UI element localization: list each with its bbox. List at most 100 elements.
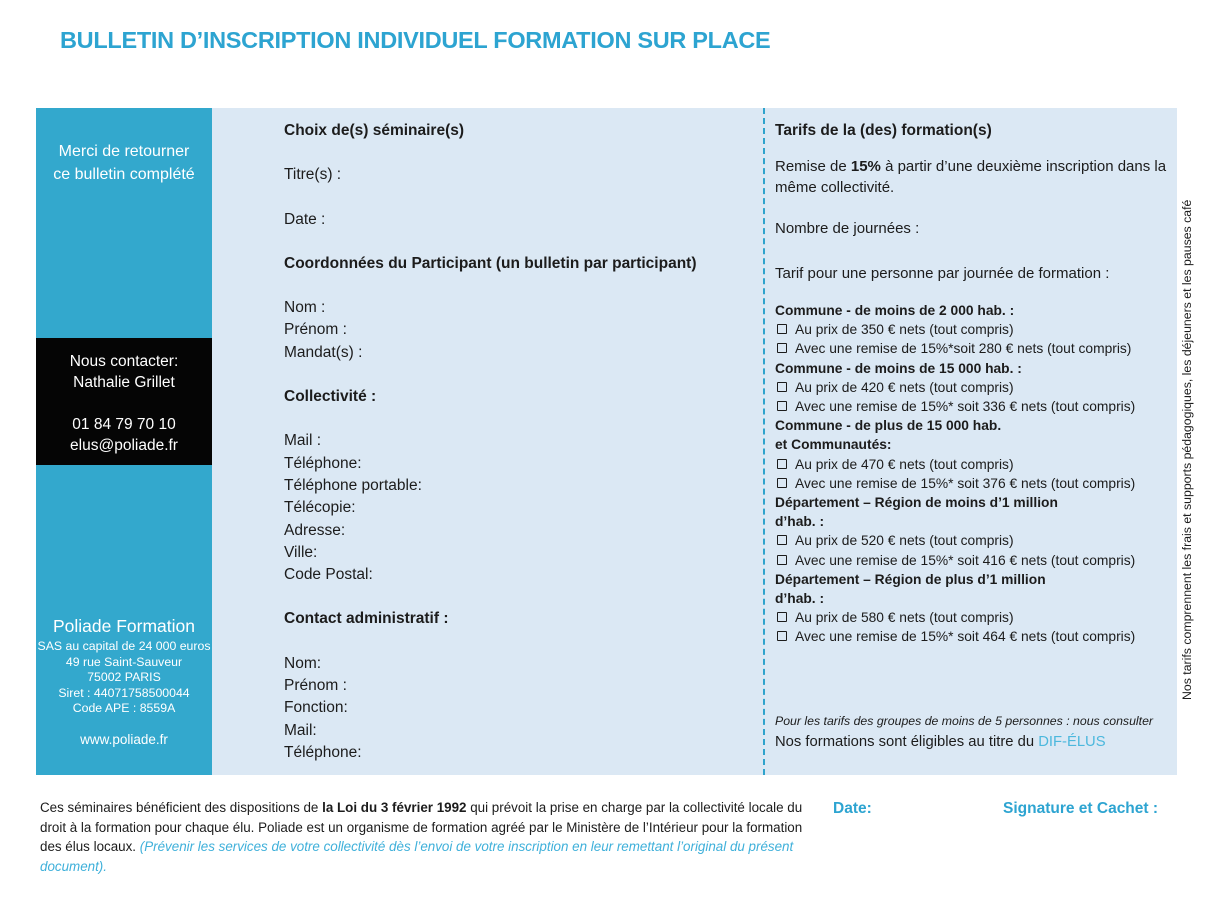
- field-date: Date :: [284, 210, 326, 228]
- price-category-title-line2: d’hab. :: [775, 514, 825, 530]
- field-telephone-portable: Téléphone portable:: [284, 476, 422, 494]
- groups-note: Pour les tarifs des groupes de moins de …: [775, 713, 1154, 728]
- price-option: Au prix de 580 € nets (tout compris): [775, 608, 1179, 627]
- sidebar: Merci de retourner ce bulletin complété …: [36, 108, 212, 775]
- company-street: 49 rue Saint-Sauveur: [65, 654, 183, 669]
- field-titre: Titre(s) :: [284, 166, 342, 184]
- price-option-label: Avec une remise de 15%*soit 280 € nets (…: [795, 341, 1132, 357]
- field-admin-mail: Mail:: [284, 721, 317, 739]
- field-ville: Ville:: [284, 543, 318, 561]
- participant-column: Choix de(s) séminaire(s) Titre(s) : Date…: [248, 108, 763, 764]
- legal-italic-note: (Prévenir les services de votre collecti…: [40, 839, 794, 874]
- contact-phone: 01 84 79 70 10: [72, 416, 176, 433]
- checkbox-icon[interactable]: [777, 612, 787, 623]
- price-option-label: Avec une remise de 15%* soit 416 € nets …: [795, 552, 1136, 568]
- price-list: Commune - de moins de 2 000 hab. : Au pr…: [775, 301, 1179, 647]
- price-category-title-line2: d’hab. :: [775, 591, 825, 607]
- signature-cachet-label: Signature et Cachet :: [1003, 800, 1159, 817]
- price-option: Avec une remise de 15%* soit 376 € nets …: [775, 474, 1179, 493]
- price-category-departement-moins-1m: Département – Région de moins d’1 millio…: [775, 493, 1179, 570]
- company-city: 75002 PARIS: [87, 670, 161, 684]
- price-option-label: Au prix de 420 € nets (tout compris): [795, 379, 1014, 395]
- company-name: Poliade Formation: [52, 616, 196, 636]
- form-body-panel: Merci de retourner ce bulletin complété …: [36, 108, 1177, 775]
- legal-law-bold: la Loi du 3 février 1992: [322, 800, 467, 815]
- checkbox-icon[interactable]: [777, 458, 787, 469]
- price-option-label: Avec une remise de 15%* soit 464 € nets …: [795, 629, 1136, 645]
- price-category-title: Commune - de moins de 15 000 hab. :: [775, 360, 1022, 376]
- discount-note: Remise de 15% à partir d’une deuxième in…: [775, 156, 1179, 198]
- field-admin-prenom: Prénom :: [284, 677, 347, 695]
- price-category-departement-plus-1m: Département – Région de plus d’1 million…: [775, 570, 1179, 647]
- price-option: Au prix de 350 € nets (tout compris): [775, 320, 1179, 339]
- checkbox-icon[interactable]: [777, 554, 787, 565]
- price-option: Avec une remise de 15%* soit 464 € nets …: [775, 627, 1179, 646]
- discount-note-prefix: Remise de: [775, 158, 851, 175]
- field-admin-nom: Nom:: [284, 654, 322, 672]
- price-option: Avec une remise de 15%*soit 280 € nets (…: [775, 339, 1179, 358]
- price-category-title: Département – Région de moins d’1 millio…: [775, 495, 1058, 511]
- checkbox-icon[interactable]: [777, 343, 787, 354]
- field-admin-telephone: Téléphone:: [284, 743, 362, 761]
- tarif-per-day-label: Tarif pour une personne par journée de f…: [775, 265, 1110, 282]
- price-option: Avec une remise de 15%* soit 336 € nets …: [775, 397, 1179, 416]
- dif-eligibility: Nos formations sont éligibles au titre d…: [775, 732, 1179, 753]
- contact-name: Nathalie Grillet: [73, 374, 175, 391]
- legal-part2: qui prévoit la prise en charge par la co…: [40, 800, 803, 854]
- field-admin-fonction: Fonction:: [284, 699, 348, 717]
- price-category-commune-2000: Commune - de moins de 2 000 hab. : Au pr…: [775, 301, 1179, 359]
- price-category-title: Commune - de plus de 15 000 hab.: [775, 418, 1002, 434]
- checkbox-icon[interactable]: [777, 535, 787, 546]
- price-option-label: Au prix de 520 € nets (tout compris): [795, 533, 1014, 549]
- price-category-title: Commune - de moins de 2 000 hab. :: [775, 303, 1015, 318]
- contact-box: Nous contacter: Nathalie Grillet 01 84 7…: [36, 338, 212, 465]
- price-option-label: Avec une remise de 15%* soit 376 € nets …: [795, 475, 1136, 491]
- vertical-tarifs-note: Nos tarifs comprennent les frais et supp…: [1180, 199, 1194, 700]
- price-option: Au prix de 520 € nets (tout compris): [775, 531, 1179, 550]
- field-code-postal: Code Postal:: [284, 566, 373, 584]
- company-website-link[interactable]: www.poliade.fr: [80, 731, 168, 747]
- company-block: Poliade Formation SAS au capital de 24 0…: [36, 614, 212, 747]
- admin-contact-heading: Contact administratif :: [284, 610, 449, 628]
- checkbox-icon[interactable]: [777, 324, 787, 335]
- company-capital: SAS au capital de 24 000 euros: [37, 639, 211, 653]
- collectivite-heading: Collectivité :: [284, 388, 377, 406]
- price-option-label: Avec une remise de 15%* soit 336 € nets …: [795, 399, 1136, 415]
- legal-text: Ces séminaires bénéficient des dispositi…: [40, 798, 822, 876]
- pricing-column: Tarifs de la (des) formation(s) Remise d…: [775, 108, 1179, 753]
- date-label: Date:: [833, 800, 872, 817]
- price-option-label: Au prix de 580 € nets (tout compris): [795, 610, 1014, 626]
- seminar-heading: Choix de(s) séminaire(s): [284, 122, 465, 139]
- field-adresse: Adresse:: [284, 521, 346, 539]
- field-telephone: Téléphone:: [284, 454, 362, 472]
- company-ape: Code APE : 8559A: [72, 701, 176, 715]
- price-option: Au prix de 420 € nets (tout compris): [775, 378, 1179, 397]
- discount-note-suffix: à partir d’une deuxième inscription dans…: [775, 158, 1167, 196]
- checkbox-icon[interactable]: [777, 381, 787, 392]
- page-title: BULLETIN D’INSCRIPTION INDIVIDUEL FORMAT…: [60, 27, 771, 53]
- participant-heading: Coordonnées du Participant (un bulletin …: [284, 254, 697, 272]
- dif-text: Nos formations sont éligibles au titre d…: [775, 733, 1039, 750]
- price-category-commune-15000: Commune - de moins de 15 000 hab. : Au p…: [775, 359, 1179, 417]
- field-prenom: Prénom :: [284, 321, 347, 339]
- checkbox-icon[interactable]: [777, 401, 787, 412]
- field-nombre-journees: Nombre de journées :: [775, 220, 920, 237]
- contact-email-link[interactable]: elus@poliade.fr: [70, 437, 178, 454]
- checkbox-icon[interactable]: [777, 631, 787, 642]
- price-category-title-line2: et Communautés:: [775, 437, 892, 453]
- return-note: Merci de retourner ce bulletin complété: [53, 143, 195, 183]
- price-option-label: Au prix de 350 € nets (tout compris): [795, 322, 1014, 338]
- price-category-commune-plus-15000: Commune - de plus de 15 000 hab. et Comm…: [775, 416, 1179, 493]
- dif-elus-link[interactable]: DIF-ÉLUS: [1038, 733, 1106, 750]
- company-siret: Siret : 44071758500044: [58, 685, 190, 700]
- price-option: Avec une remise de 15%* soit 416 € nets …: [775, 551, 1179, 570]
- field-telecopie: Télécopie:: [284, 499, 356, 517]
- price-option-label: Au prix de 470 € nets (tout compris): [795, 456, 1014, 472]
- field-nom: Nom :: [284, 299, 326, 317]
- checkbox-icon[interactable]: [777, 477, 787, 488]
- price-option: Au prix de 470 € nets (tout compris): [775, 455, 1179, 474]
- legal-part1: Ces séminaires bénéficient des dispositi…: [40, 800, 323, 815]
- contact-label: Nous contacter:: [69, 353, 179, 370]
- spacer: [36, 393, 212, 414]
